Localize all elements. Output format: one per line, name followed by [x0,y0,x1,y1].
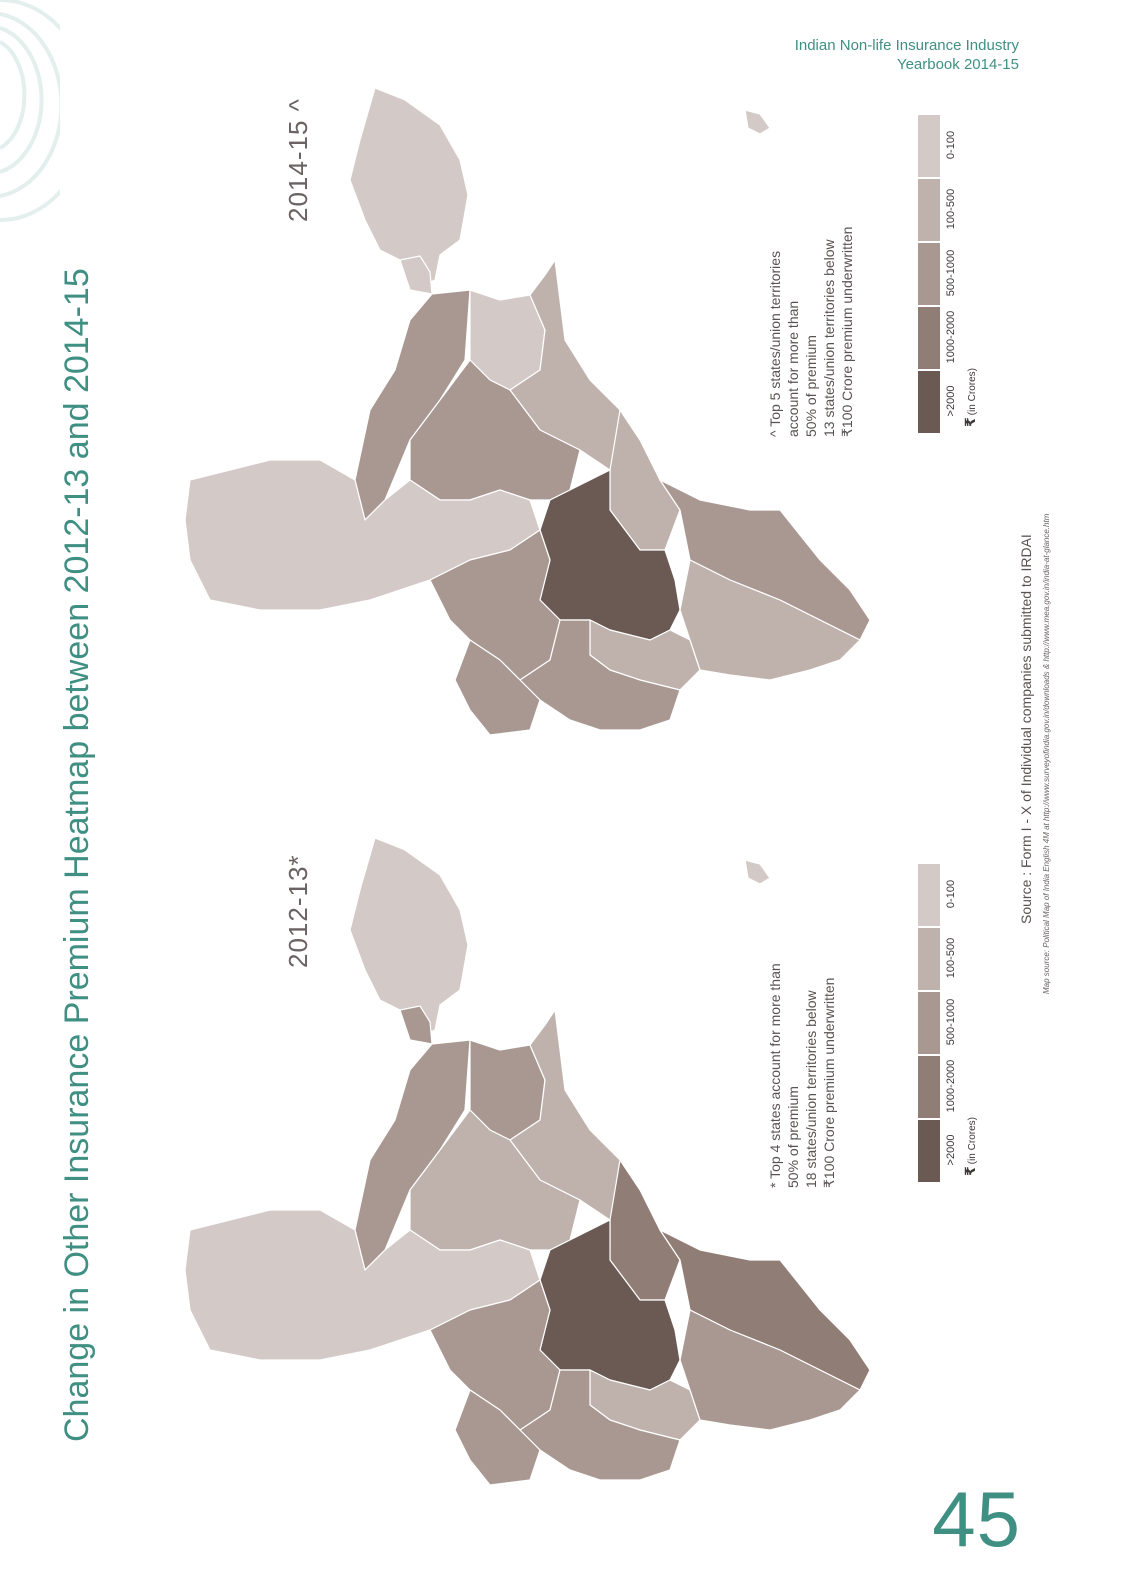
legend-item-0-100: 0-100 [918,113,958,177]
region-kerala [454,1389,541,1486]
india-map-2014-15 [184,87,871,736]
legend-item-1000-2000: 1000-2000 [918,1054,958,1118]
note-line: 13 states/union territories below [821,239,837,437]
page-number: 45 [932,1475,1021,1563]
note-line: 50% of premium [803,335,819,437]
note-line: * Top 4 states account for more than [767,963,783,1188]
region-north [349,87,469,291]
rupee-icon: ₹ [962,1166,978,1176]
legend-swatch [918,241,940,305]
legend-swatch [918,990,940,1054]
legend-label: 100-500 [945,937,957,979]
legend-swatch [918,1054,940,1118]
legend-swatch [918,926,940,990]
legend-2012-13: >2000 1000-2000 500-1000 100-500 0-100 ₹… [918,862,979,1182]
legend-unit: ₹(in Crores) [962,862,979,1176]
legend-swatch [918,305,940,369]
region-punjab [399,255,433,295]
legend-label: 500-1000 [945,249,957,297]
note-line: ₹100 Crore premium underwritten [821,977,837,1188]
legend-label: 100-500 [945,188,957,230]
legend-swatch [918,862,940,926]
legend-label: 0-100 [945,130,957,160]
legend-swatch [918,1118,940,1182]
legend-label: 1000-2000 [945,1059,957,1113]
legend-swatch [918,113,940,177]
map-notes-2014-15: ^ Top 5 states/union territories account… [766,227,856,437]
legend-unit: ₹(in Crores) [962,113,979,427]
legend-label: >2000 [945,385,957,417]
yearbook-header: Indian Non-life Insurance Industry Yearb… [795,36,1019,74]
note-line: account for more than [785,300,801,437]
legend-unit-text: (in Crores) [967,368,978,416]
region-andhra [679,1309,861,1431]
legend-label: 0-100 [945,879,957,909]
region-punjab [399,1005,433,1045]
legend-item-0-100: 0-100 [918,862,958,926]
note-line: ^ Top 5 states/union territories [767,250,783,437]
legend-item-500-1000: 500-1000 [918,990,958,1054]
map-regions-2012-13 [184,837,871,1486]
rupee-icon: ₹ [962,417,978,427]
region-kerala [454,639,541,736]
note-line: 18 states/union territories below [803,990,819,1188]
legend-2014-15: >2000 1000-2000 500-1000 100-500 0-100 ₹… [918,113,979,433]
legend-label: 500-1000 [945,998,957,1046]
legend-label: >2000 [945,1134,957,1166]
page-title: Change in Other Insurance Premium Heatma… [58,268,96,1442]
legend-unit-text: (in Crores) [967,1117,978,1165]
legend-swatch [918,369,940,433]
note-line: 50% of premium [785,1086,801,1188]
region-tamilnadu [519,1369,681,1481]
region-islands [744,109,771,135]
map-notes-2012-13: * Top 4 states account for more than 50%… [766,963,838,1188]
legend-item-1000-2000: 1000-2000 [918,305,958,369]
legend-label: 1000-2000 [945,310,957,364]
legend-item-100-500: 100-500 [918,177,958,241]
legend-item-gt2000: >2000 [918,1118,958,1182]
note-line: ₹100 Crore premium underwritten [839,226,855,437]
region-gujarat [184,459,541,611]
legend-item-100-500: 100-500 [918,926,958,990]
header-line-2: Yearbook 2014-15 [896,56,1019,73]
map-source-note: Map source: Political Map of India Engli… [1042,513,1051,994]
india-map-2012-13 [184,837,871,1486]
source-note: Source : Form I - X of Individual compan… [1018,534,1034,924]
legend-item-500-1000: 500-1000 [918,241,958,305]
map-regions-2014-15 [184,87,871,736]
region-andhra [679,559,861,681]
legend-swatch [918,177,940,241]
region-gujarat [184,1209,541,1361]
region-tamilnadu [519,619,681,731]
region-north [349,837,469,1041]
region-islands [744,859,771,885]
decorative-arcs [0,0,60,222]
header-line-1: Indian Non-life Insurance Industry [794,37,1019,54]
legend-item-gt2000: >2000 [918,369,958,433]
